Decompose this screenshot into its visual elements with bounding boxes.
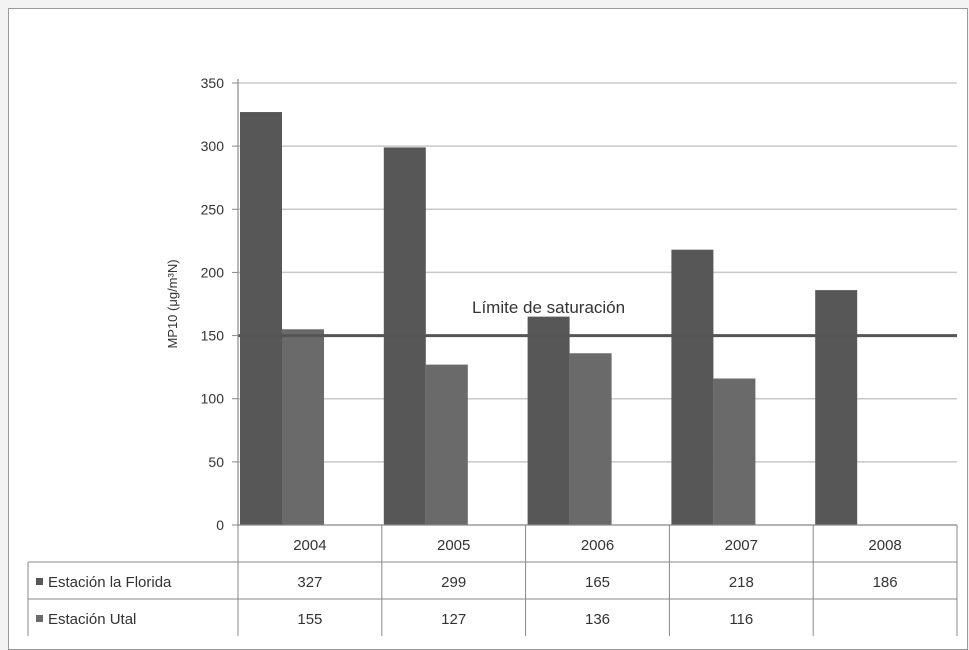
x-tick-label-2004: 2004 [293,537,326,554]
data-label-florida-2007: 218 [729,574,754,591]
x-tick-label-2006: 2006 [581,537,614,554]
y-tick-label-300: 300 [201,138,225,154]
x-tick-label-2007: 2007 [725,537,758,554]
bar-florida-2008 [815,290,858,525]
bars [240,112,858,526]
axes [237,79,957,526]
bar-utal-2005 [425,364,468,525]
saturation-limit-label: Límite de saturación [472,298,625,317]
x-tick-label-2008: 2008 [868,537,901,554]
data-label-utal-2004: 155 [297,611,322,628]
y-tick-label-250: 250 [201,201,225,217]
bar-utal-2004 [282,329,324,525]
saturation-limit: Límite de saturación [238,298,957,338]
data-label-utal-2006: 136 [585,611,610,628]
data-label-florida-2005: 299 [441,574,466,591]
y-tick-label-350: 350 [201,75,225,91]
bar-florida-2007 [671,249,714,525]
legend-label-utal: Estación Utal [48,611,136,628]
y-tick-label-150: 150 [201,328,225,344]
legend-label-florida: Estación la Florida [48,574,172,591]
data-label-florida-2008: 186 [873,574,898,591]
y-tick-label-100: 100 [201,391,225,407]
bar-utal-2007 [713,378,756,525]
y-tick-label-50: 50 [208,454,224,470]
y-axis-label: MP10 (μg/m³N) [165,259,180,348]
legend-swatch-utal [36,615,43,622]
data-label-florida-2004: 327 [297,574,322,591]
data-label-florida-2006: 165 [585,574,610,591]
data-label-utal-2005: 127 [441,611,466,628]
bar-chart: Límite de saturación 0 50 100 150 200 250 300 3… [27,75,958,636]
y-axis-ticks: 0 50 100 150 200 250 300 350 [201,75,238,533]
y-tick-label-200: 200 [201,264,225,280]
bar-florida-2004 [240,112,282,525]
x-tick-label-2005: 2005 [437,537,470,554]
bar-utal-2006 [569,353,612,525]
chart-frame: Límite de saturación 0 50 100 150 200 250 300 3… [8,8,968,650]
y-tick-label-0: 0 [216,517,224,533]
data-label-utal-2007: 116 [729,611,753,628]
bar-florida-2006 [527,316,570,525]
legend-swatch-florida [36,578,43,585]
data-table: 2004 2005 2006 2007 2008 Estación la Florida 3… [27,525,958,636]
